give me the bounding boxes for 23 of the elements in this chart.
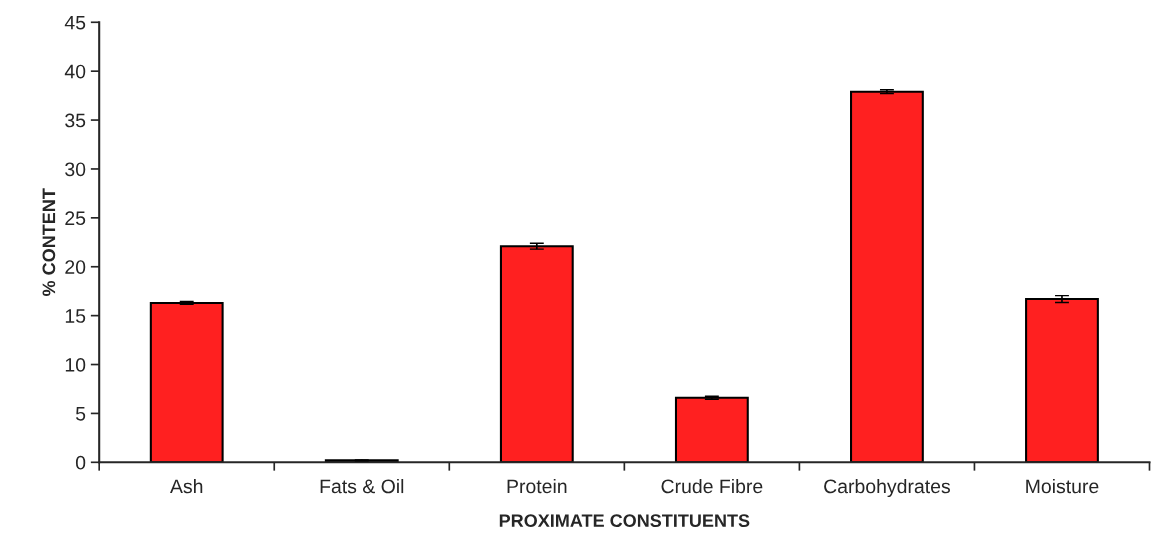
y-tick-label: 20 bbox=[65, 260, 86, 274]
y-tick-label: 35 bbox=[65, 113, 86, 128]
y-tick-label: 45 bbox=[64, 15, 86, 30]
x-tick-label: Carbohydrates bbox=[824, 478, 950, 498]
bar bbox=[1025, 297, 1099, 463]
y-tick-label: 5 bbox=[75, 407, 86, 421]
y-tick-label: 25 bbox=[65, 211, 86, 226]
y-tick-label: 40 bbox=[64, 64, 86, 79]
y-tick-label: 10 bbox=[65, 357, 86, 372]
y-tick-label: 30 bbox=[65, 162, 86, 177]
y-tick-label: 0 bbox=[75, 455, 86, 470]
y-axis-title: % CONTENT bbox=[42, 188, 56, 297]
x-tick-label: Protein bbox=[507, 478, 567, 494]
bar bbox=[849, 90, 924, 463]
x-tick-label: Moisture bbox=[1026, 478, 1099, 494]
bar bbox=[149, 301, 224, 463]
x-axis-title: PROXIMATE CONSTITUENTS bbox=[499, 514, 750, 528]
x-tick-label: Ash bbox=[170, 478, 203, 494]
x-tick-label: Crude Fibre bbox=[661, 478, 763, 494]
bar bbox=[499, 245, 574, 463]
x-tick-label: Fats & Oil bbox=[320, 478, 404, 494]
bar bbox=[674, 396, 749, 463]
y-tick-label: 15 bbox=[65, 309, 86, 323]
